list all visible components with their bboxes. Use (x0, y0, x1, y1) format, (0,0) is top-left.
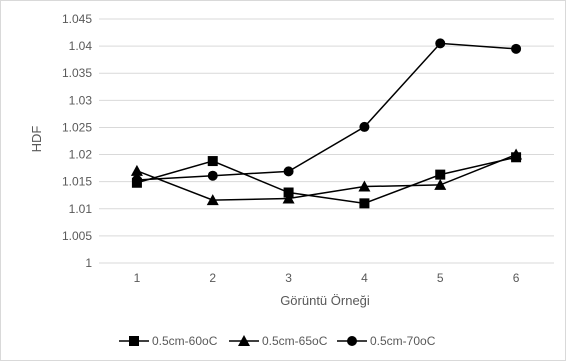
legend-item: 0.5cm-65oC (229, 334, 328, 348)
y-tick-label: 1.035 (62, 66, 92, 80)
data-point (207, 170, 218, 181)
x-tick-label: 4 (361, 271, 368, 285)
data-point (359, 121, 370, 132)
legend-marker (347, 336, 357, 346)
gridlines (99, 18, 554, 264)
legend-item: 0.5cm-70oC (337, 334, 436, 348)
x-tick-label: 1 (134, 271, 141, 285)
x-tick-labels: 1 2 3 4 5 6 (134, 271, 520, 285)
legend: 0.5cm-60oC 0.5cm-65oC 0.5cm-70oC (119, 334, 436, 348)
series-line (136, 42, 517, 181)
y-tick-label: 1.015 (62, 175, 92, 189)
series-triangle (130, 148, 523, 206)
y-tick-label: 1 (85, 256, 92, 270)
y-tick-label: 1.04 (69, 39, 93, 53)
x-tick-label: 3 (285, 271, 292, 285)
legend-item: 0.5cm-60oC (119, 334, 218, 348)
series-square (131, 152, 522, 209)
data-point (283, 166, 294, 177)
data-point (206, 194, 219, 206)
y-tick-label: 1.045 (62, 12, 92, 26)
data-point (435, 38, 446, 49)
x-tick-label: 5 (437, 271, 444, 285)
data-point (510, 148, 523, 160)
data-point (511, 43, 522, 54)
series-line (136, 153, 517, 201)
data-point (435, 169, 446, 180)
legend-label: 0.5cm-60oC (152, 334, 218, 348)
y-tick-label: 1.005 (62, 229, 92, 243)
series-circle (131, 38, 522, 186)
y-tick-label: 1.02 (69, 148, 93, 162)
series-line (136, 156, 517, 205)
y-tick-labels: 1 1.005 1.01 1.015 1.02 1.025 1.03 1.035 1.04 1.0… (62, 12, 92, 270)
data-point (359, 198, 370, 209)
data-point (434, 178, 447, 190)
y-axis-title: HDF (29, 126, 44, 153)
x-axis-title: Görüntü Örneği (280, 293, 370, 308)
y-tick-label: 1.01 (69, 202, 93, 216)
legend-marker (129, 336, 139, 346)
legend-marker (238, 335, 250, 346)
data-point (207, 156, 218, 167)
legend-label: 0.5cm-65oC (262, 334, 328, 348)
legend-label: 0.5cm-70oC (370, 334, 436, 348)
data-point (131, 175, 142, 186)
x-tick-label: 2 (209, 271, 216, 285)
series-group (130, 38, 523, 209)
y-tick-label: 1.025 (62, 120, 92, 134)
data-point (130, 164, 143, 176)
x-tick-label: 6 (513, 271, 520, 285)
y-tick-label: 1.03 (69, 93, 93, 107)
data-point (358, 180, 371, 192)
data-point (282, 192, 295, 204)
